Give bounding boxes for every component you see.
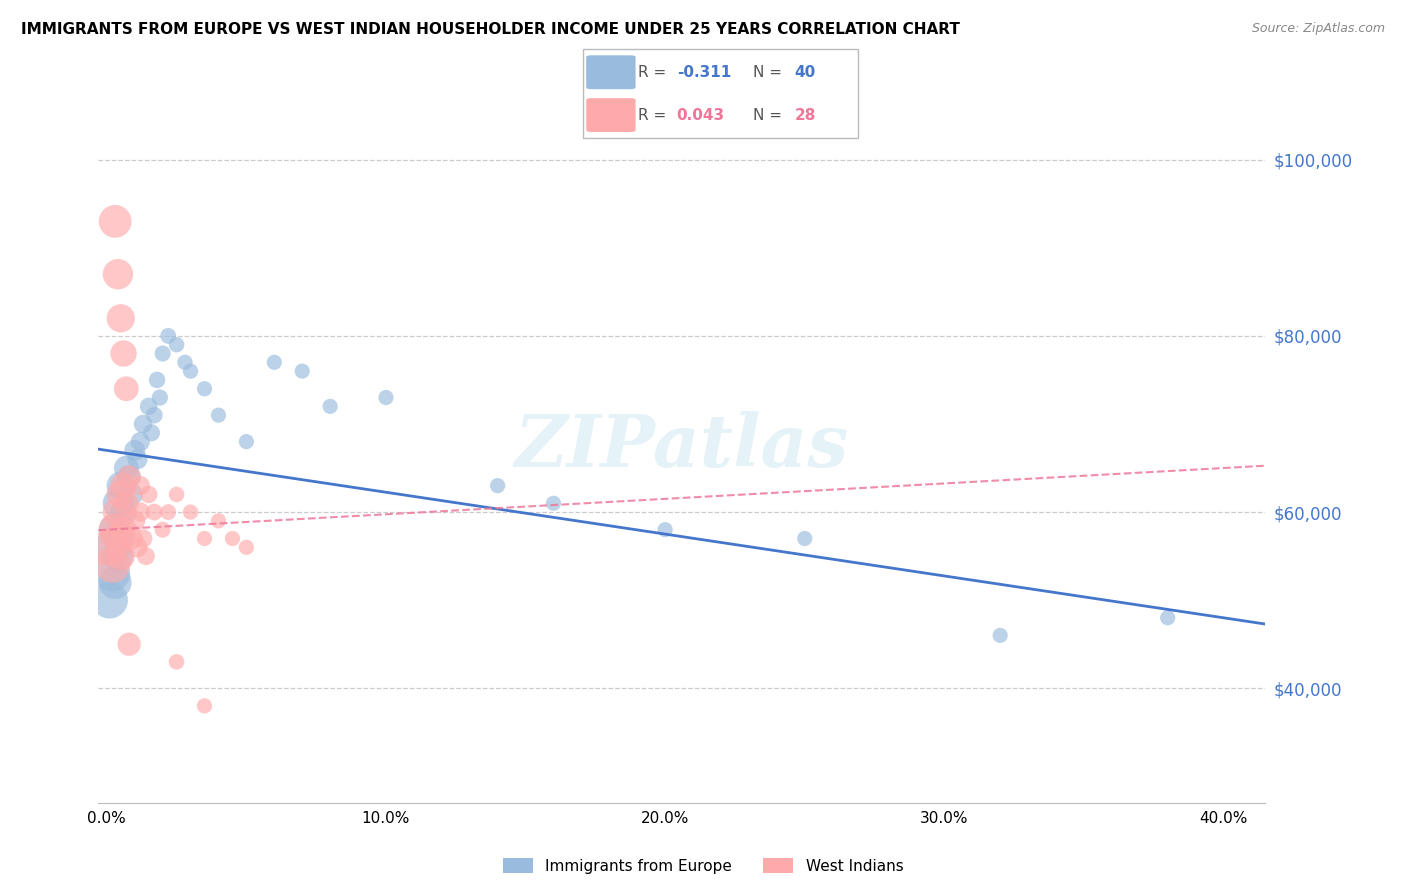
Point [193,532,215,546]
Point [138,487,160,501]
Point [135,549,157,563]
Point [166,655,188,669]
Point [166,337,188,351]
Point [118,470,141,484]
Point [180,364,202,378]
Point [124,514,146,528]
Point [118,637,141,651]
Point [207,408,229,422]
Point [138,400,160,414]
Point [107,267,129,281]
FancyBboxPatch shape [586,98,636,132]
Point [375,391,398,405]
Point [291,364,314,378]
Point [221,532,243,546]
Point [180,505,202,519]
Point [118,470,141,484]
Point [129,434,152,449]
Point [263,355,285,369]
Legend: Immigrants from Europe, West Indians: Immigrants from Europe, West Indians [496,852,910,880]
Point [104,214,127,228]
Point [193,698,215,713]
FancyBboxPatch shape [586,55,636,89]
Point [107,496,129,510]
Point [115,461,138,475]
Text: 0.043: 0.043 [676,108,725,122]
Text: IMMIGRANTS FROM EUROPE VS WEST INDIAN HOUSEHOLDER INCOME UNDER 25 YEARS CORRELAT: IMMIGRANTS FROM EUROPE VS WEST INDIAN HO… [21,22,960,37]
Point [174,355,197,369]
Point [104,523,127,537]
Text: N =: N = [754,65,787,79]
Point [129,505,152,519]
Text: R =: R = [638,108,672,122]
Point [152,346,174,360]
Point [121,487,143,501]
Point [110,532,132,546]
Point [207,514,229,528]
Text: 28: 28 [794,108,815,122]
Point [654,523,676,537]
Point [112,505,135,519]
Point [110,311,132,326]
Point [115,382,138,396]
Point [166,487,188,501]
Point [115,496,138,510]
Point [98,593,121,607]
Point [543,496,565,510]
Text: ZIPatlas: ZIPatlas [515,410,849,482]
Point [141,425,163,440]
Point [112,478,135,492]
Text: 40: 40 [794,65,815,79]
Point [143,408,166,422]
Text: N =: N = [754,108,787,122]
Point [149,391,172,405]
Point [235,434,257,449]
Point [104,523,127,537]
Point [193,382,215,396]
Point [132,532,155,546]
Text: Source: ZipAtlas.com: Source: ZipAtlas.com [1251,22,1385,36]
Point [1157,611,1180,625]
Point [235,541,257,555]
Point [143,505,166,519]
Point [988,628,1011,642]
Point [98,541,121,555]
Point [129,478,152,492]
Point [110,478,132,492]
Point [101,541,124,555]
Point [101,558,124,572]
Point [104,575,127,590]
Point [110,487,132,501]
Point [157,505,180,519]
Point [157,329,180,343]
Point [127,541,149,555]
Point [146,373,169,387]
Point [107,549,129,563]
Point [107,505,129,519]
Point [132,417,155,431]
Point [486,478,509,492]
Point [107,532,129,546]
Point [152,523,174,537]
Point [101,566,124,581]
Text: R =: R = [638,65,672,79]
Text: -0.311: -0.311 [676,65,731,79]
Point [793,532,815,546]
Point [110,549,132,563]
Point [112,346,135,360]
Point [124,443,146,458]
Point [127,452,149,467]
Point [121,532,143,546]
Point [112,523,135,537]
FancyBboxPatch shape [583,49,858,138]
Point [319,400,342,414]
